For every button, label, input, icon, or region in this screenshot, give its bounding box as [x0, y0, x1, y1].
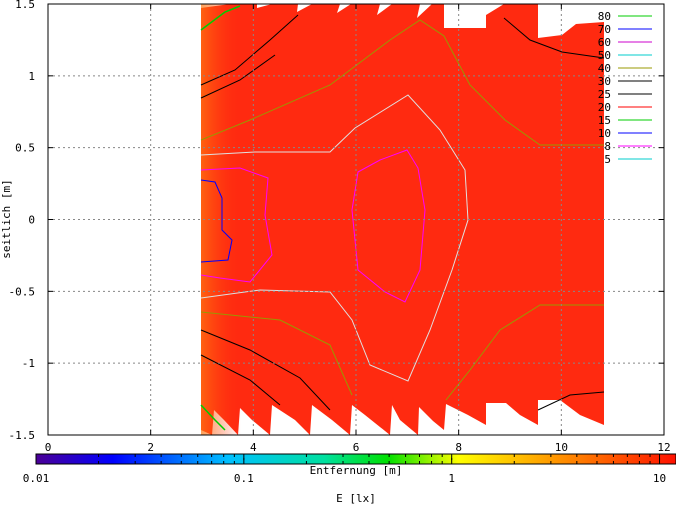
contour-40 [200, 19, 604, 146]
colorbar-label: E [lx] [336, 492, 376, 505]
legend-label: 40 [598, 62, 611, 75]
colorbar-tick-label: 10 [653, 472, 666, 485]
contour-30-bottom [200, 329, 331, 411]
contour-15 [200, 5, 241, 431]
legend-label: 80 [598, 10, 611, 23]
x-tick-label: 6 [353, 441, 360, 454]
contour-30 [200, 14, 299, 99]
legend-label: 60 [598, 36, 611, 49]
x-tick-label: 0 [45, 441, 52, 454]
x-axis-ticks: 0 2 4 6 8 10 12 [45, 4, 671, 454]
legend-label: 20 [598, 101, 611, 114]
colorbar-tick-label: 0.01 [23, 472, 50, 485]
contour-5 [200, 94, 469, 382]
y-tick-label: 1 [28, 70, 35, 83]
y-tick-label: 0.5 [15, 142, 35, 155]
legend-label: 10 [598, 127, 611, 140]
colorbar: 0.01 0.1 1 10 E [lx] [23, 453, 676, 505]
y-tick-label: 1.5 [15, 0, 35, 11]
contour-8 [351, 149, 426, 303]
contour-10-left [200, 179, 233, 263]
x-tick-label: 4 [250, 441, 257, 454]
illuminance-region [201, 4, 604, 435]
contour-25-right [503, 17, 605, 411]
y-tick-label: 0 [28, 214, 35, 227]
legend-label: 25 [598, 88, 611, 101]
y-tick-label: -0.5 [9, 285, 36, 298]
legend-label: 15 [598, 114, 611, 127]
contour-8-left [200, 167, 273, 283]
y-axis-ticks: 1.5 1 0.5 0 -0.5 -1 -1.5 [9, 0, 664, 442]
legend-label: 8 [604, 140, 611, 153]
legend-label: 5 [604, 153, 611, 166]
x-tick-label: 12 [657, 441, 670, 454]
legend-label: 70 [598, 23, 611, 36]
x-axis-label: Entfernung [m] [310, 464, 403, 477]
legend-label: 50 [598, 49, 611, 62]
x-tick-label: 10 [555, 441, 568, 454]
colorbar-tick-label: 1 [448, 472, 455, 485]
y-tick-label: -1 [22, 357, 35, 370]
colorbar-ticks: 0.01 0.1 1 10 [23, 454, 666, 485]
y-axis-label: seitlich [m] [0, 179, 13, 258]
x-tick-label: 8 [455, 441, 462, 454]
y-tick-label: -1.5 [9, 429, 36, 442]
legend-label: 30 [598, 75, 611, 88]
colorbar-tick-label: 0.1 [234, 472, 254, 485]
colorbar-gradient [35, 453, 676, 465]
x-tick-label: 2 [147, 441, 154, 454]
grid [48, 4, 664, 435]
